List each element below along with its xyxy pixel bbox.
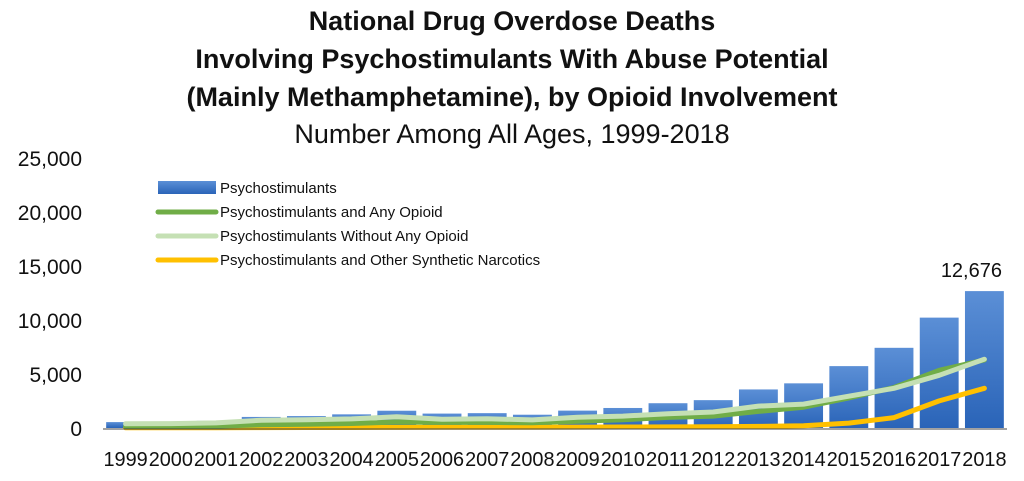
- x-tick-label: 2010: [601, 449, 645, 471]
- y-tick-label: 10,000: [18, 310, 82, 333]
- chart-title-block: National Drug Overdose Deaths Involving …: [0, 2, 1024, 152]
- x-tick-label: 2015: [827, 449, 871, 471]
- y-axis-tick-labels: 0 5,000 10,000 15,000 20,000 25,000: [18, 148, 82, 441]
- x-tick-label: 2009: [556, 449, 600, 471]
- data-label-2018: 12,676: [941, 260, 1002, 282]
- line-psychostimulants-and-other-synthetic-narcotics: [123, 385, 987, 431]
- legend-label: Psychostimulants and Any Opioid: [220, 204, 443, 221]
- chart-title-line-1: National Drug Overdose Deaths: [308, 6, 716, 36]
- x-tick-label: 1999: [104, 449, 148, 471]
- x-tick-label: 2005: [375, 449, 419, 471]
- x-tick-label: 2017: [917, 449, 961, 471]
- x-tick-label: 2013: [736, 449, 780, 471]
- x-tick-label: 2006: [420, 449, 464, 471]
- y-tick-label: 20,000: [18, 202, 82, 225]
- x-tick-label: 2007: [465, 449, 509, 471]
- x-tick-label: 2008: [510, 449, 554, 471]
- legend-swatch: [158, 181, 216, 194]
- legend-label: Psychostimulants Without Any Opioid: [220, 228, 468, 245]
- line-psychostimulants-without-any-opioid: [123, 356, 987, 427]
- bar-series-psychostimulants: [106, 291, 1004, 428]
- chart-subtitle: Number Among All Ages, 1999-2018: [294, 119, 730, 149]
- x-tick-label: 2018: [962, 449, 1006, 471]
- legend-label: Psychostimulants and Other Synthetic Nar…: [220, 252, 540, 269]
- y-tick-label: 15,000: [18, 256, 82, 279]
- x-tick-label: 2000: [149, 449, 193, 471]
- chart-title-line-2: Involving Psychostimulants With Abuse Po…: [195, 44, 829, 74]
- x-tick-label: 2003: [284, 449, 328, 471]
- legend-label: Psychostimulants: [220, 180, 337, 197]
- chart-title-line-3: (Mainly Methamphetamine), by Opioid Invo…: [186, 82, 838, 112]
- data-annotations: 12,676: [941, 260, 1002, 282]
- y-tick-label: 5,000: [29, 364, 82, 387]
- line-series-group: [123, 356, 987, 431]
- x-tick-label: 2012: [691, 449, 735, 471]
- chart-legend: Psychostimulants Psychostimulants and Any…: [155, 180, 540, 269]
- x-tick-label: 2014: [782, 449, 826, 471]
- x-tick-label: 2016: [872, 449, 916, 471]
- x-axis-tick-labels: 1999 2000 2001 2002 2003 2004 2005 2006 2007 2008…: [104, 449, 1007, 471]
- x-tick-label: 2004: [330, 449, 374, 471]
- y-tick-label: 25,000: [18, 148, 82, 171]
- x-tick-label: 2002: [239, 449, 283, 471]
- x-tick-label: 2011: [646, 449, 690, 471]
- y-tick-label: 0: [70, 418, 82, 441]
- x-tick-label: 2001: [194, 449, 238, 471]
